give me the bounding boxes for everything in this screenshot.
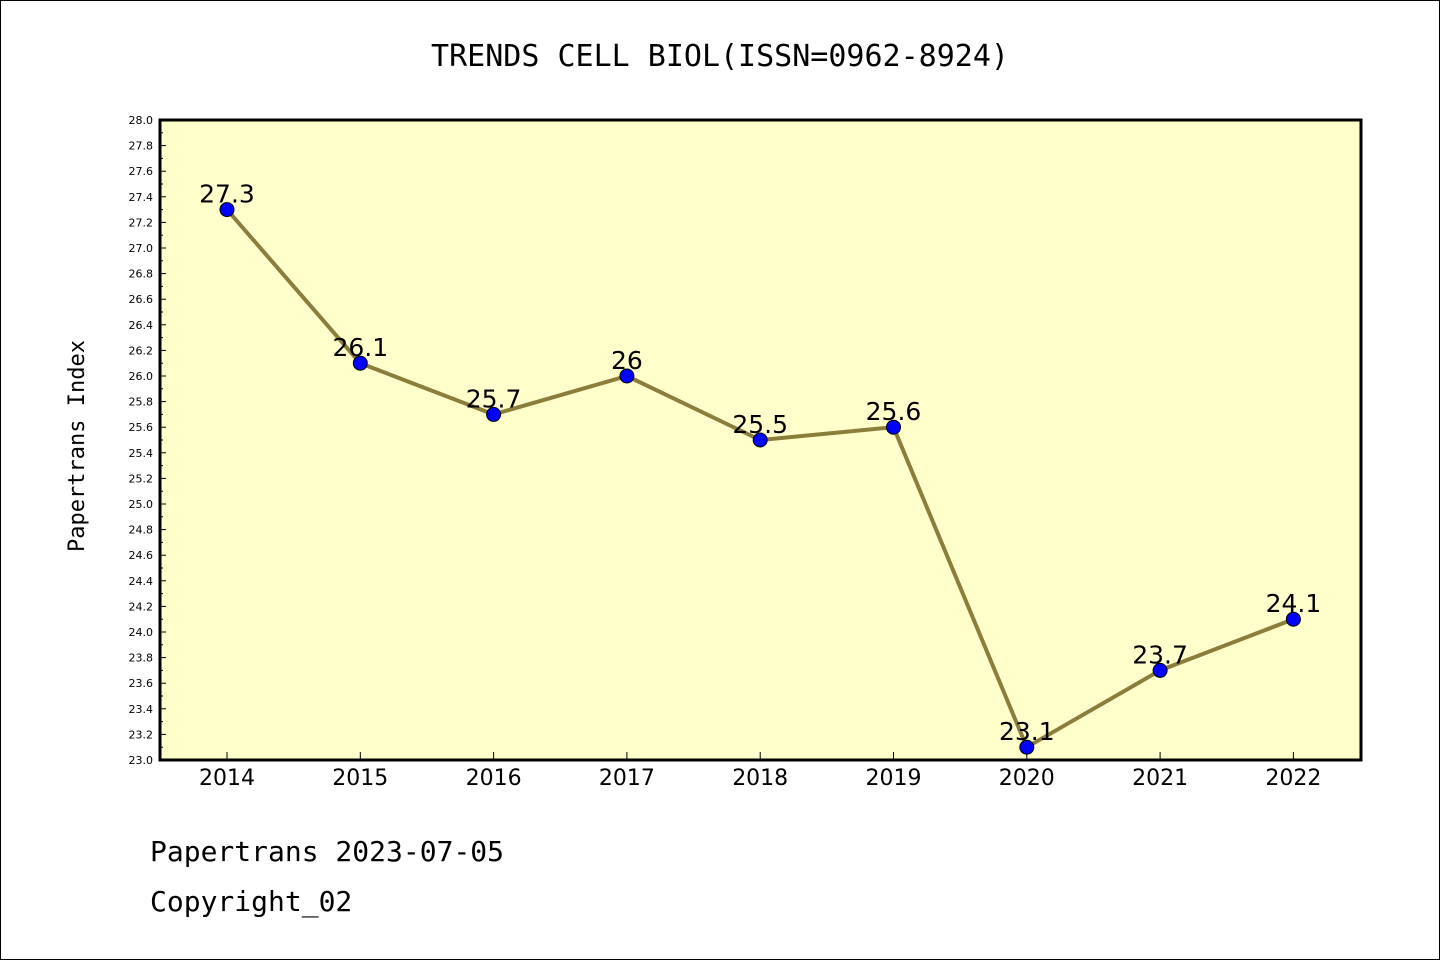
data-label: 25.7: [466, 384, 522, 413]
data-label: 24.1: [1266, 589, 1322, 618]
x-axis-ticks: 2014 2015 2016 2017 2018 2019 2020 2021 2022: [199, 752, 1321, 791]
y-tick-label: 25.6: [129, 421, 154, 434]
footer-date: Papertrans 2023-07-05: [150, 835, 505, 868]
data-label: 25.6: [866, 397, 922, 426]
y-tick-label: 28.0: [129, 114, 154, 127]
data-point: [619, 368, 635, 384]
y-tick-label: 26.8: [129, 268, 154, 281]
footer-copyright: Copyright_02: [150, 885, 353, 918]
y-tick-label: 23.0: [129, 754, 154, 767]
y-tick-label: 25.8: [129, 396, 154, 409]
data-point: [752, 432, 768, 448]
y-tick-label: 26.4: [129, 319, 154, 332]
y-tick-label: 25.0: [129, 498, 154, 511]
y-tick-label: 23.6: [129, 677, 154, 690]
data-label: 26: [611, 346, 643, 375]
data-point: [1285, 611, 1301, 627]
y-tick-label: 23.8: [129, 652, 154, 665]
x-tick-label: 2018: [732, 766, 788, 791]
data-point: [1019, 739, 1035, 755]
y-tick-label: 27.2: [129, 216, 154, 229]
x-tick-label: 2015: [332, 766, 388, 791]
y-tick-label: 26.2: [129, 344, 154, 357]
x-tick-label: 2016: [466, 766, 522, 791]
y-tick-label: 25.4: [129, 447, 154, 460]
data-label: 26.1: [332, 333, 388, 362]
data-label: 23.1: [999, 717, 1055, 746]
y-tick-label: 26.6: [129, 293, 154, 306]
y-axis-label: Papertrans Index: [65, 340, 90, 552]
x-tick-label: 2020: [999, 766, 1055, 791]
series-layer: [219, 202, 1301, 755]
y-tick-label: 24.4: [129, 575, 154, 588]
y-axis-ticks: 23.0 23.2 23.4 23.6 23.8 24.0 24.2 24.4 24.6 24.8…: [129, 114, 166, 767]
x-tick-label: 2021: [1132, 766, 1188, 791]
x-tick-label: 2017: [599, 766, 655, 791]
y-tick-label: 27.0: [129, 242, 154, 255]
data-label: 25.5: [732, 410, 788, 439]
x-tick-label: 2022: [1265, 766, 1321, 791]
data-point: [1152, 662, 1168, 678]
data-point: [352, 355, 368, 371]
chart-title: TRENDS CELL BIOL(ISSN=0962-8924): [431, 39, 1009, 74]
y-tick-label: 26.0: [129, 370, 154, 383]
data-labels: 27.3 26.1 25.7 26 25.5 25.6 23.1 23.7 24.1: [199, 180, 1321, 747]
data-label: 27.3: [199, 180, 255, 209]
data-point: [486, 406, 502, 422]
data-label: 23.7: [1132, 640, 1188, 669]
y-tick-label: 25.2: [129, 472, 154, 485]
data-point: [886, 419, 901, 435]
y-tick-label: 27.6: [129, 165, 154, 178]
x-tick-label: 2014: [199, 766, 255, 791]
y-tick-label: 27.8: [129, 140, 154, 153]
y-tick-label: 24.2: [129, 600, 154, 613]
y-tick-label: 27.4: [129, 191, 154, 204]
y-tick-label: 23.2: [129, 728, 154, 741]
x-tick-label: 2019: [866, 766, 922, 791]
y-tick-label: 24.8: [129, 524, 154, 537]
data-point: [219, 202, 235, 218]
y-tick-label: 24.6: [129, 549, 154, 562]
y-tick-label: 24.0: [129, 626, 154, 639]
y-tick-label: 23.4: [129, 703, 154, 716]
